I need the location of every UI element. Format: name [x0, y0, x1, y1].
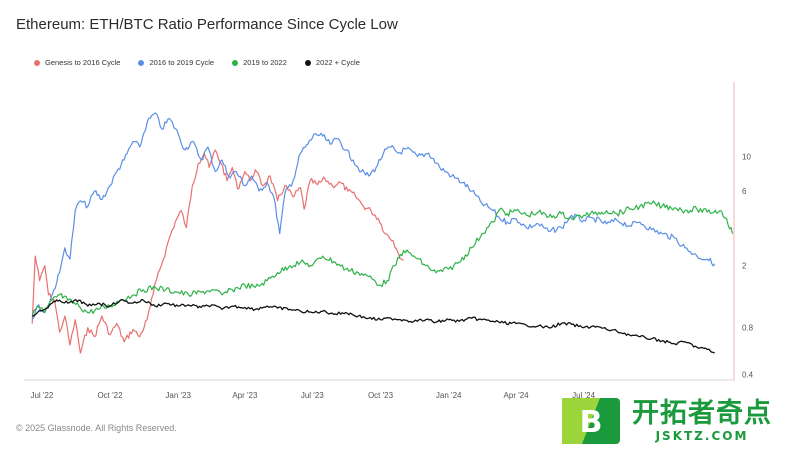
x-tick-label: Oct '23	[368, 391, 394, 400]
x-tick-label: Jul '24	[572, 391, 595, 400]
x-tick-label: Apr '24	[504, 391, 530, 400]
legend-item-2019-2022[interactable]: 2019 to 2022	[232, 58, 287, 67]
series-line-2	[31, 200, 734, 317]
y-tick-label: 0.8	[742, 324, 754, 333]
legend-item-2016-2019[interactable]: 2016 to 2019 Cycle	[138, 58, 214, 67]
x-tick-label: Jul '22	[30, 391, 53, 400]
y-tick-labels: 0.4 0.8 2 6 10	[742, 153, 754, 380]
y-tick-label: 10	[742, 153, 751, 162]
x-tick-label: Oct '22	[97, 391, 123, 400]
legend-label: 2016 to 2019 Cycle	[149, 58, 215, 67]
chart-title: Ethereum: ETH/BTC Ratio Performance Sinc…	[16, 16, 398, 33]
legend-label: 2022 + Cycle	[315, 58, 360, 67]
legend-label: Genesis to 2016 Cycle	[45, 58, 121, 67]
x-tick-label: Jan '24	[436, 391, 462, 400]
legend-dot-icon	[34, 59, 40, 66]
copyright-footer: © 2025 Glassnode. All Rights Reserved.	[16, 423, 177, 433]
series-line-3	[32, 298, 715, 354]
legend-dot-icon	[304, 59, 311, 66]
y-tick-label: 0.4	[742, 371, 754, 380]
series-layer	[31, 112, 734, 354]
legend-label: 2019 to 2022	[243, 58, 287, 67]
chart-legend: Genesis to 2016 Cycle 2016 to 2019 Cycle…	[34, 58, 360, 67]
watermark-logo-icon: B	[560, 396, 622, 446]
watermark-logo-letter: B	[580, 405, 603, 440]
watermark: B 开拓者奇点 JSKTZ.COM	[560, 392, 803, 449]
x-tick-labels: Jul '22 Oct '22 Jan '23 Apr '23 Jul '23 Oct '…	[30, 391, 595, 400]
series-line-1	[31, 112, 716, 321]
legend-dot-icon	[138, 59, 145, 66]
series-line-0	[31, 149, 404, 354]
legend-item-2022-plus[interactable]: 2022 + Cycle	[304, 58, 360, 67]
y-tick-label: 6	[742, 187, 747, 196]
x-tick-label: Apr '23	[232, 391, 258, 400]
watermark-url: JSKTZ.COM	[655, 428, 749, 443]
watermark-text: 开拓者奇点	[632, 397, 772, 429]
legend-item-genesis[interactable]: Genesis to 2016 Cycle	[34, 58, 120, 67]
legend-dot-icon	[232, 59, 239, 66]
x-tick-label: Jul '23	[301, 391, 324, 400]
y-tick-label: 2	[742, 262, 747, 271]
x-tick-label: Jan '23	[165, 391, 191, 400]
